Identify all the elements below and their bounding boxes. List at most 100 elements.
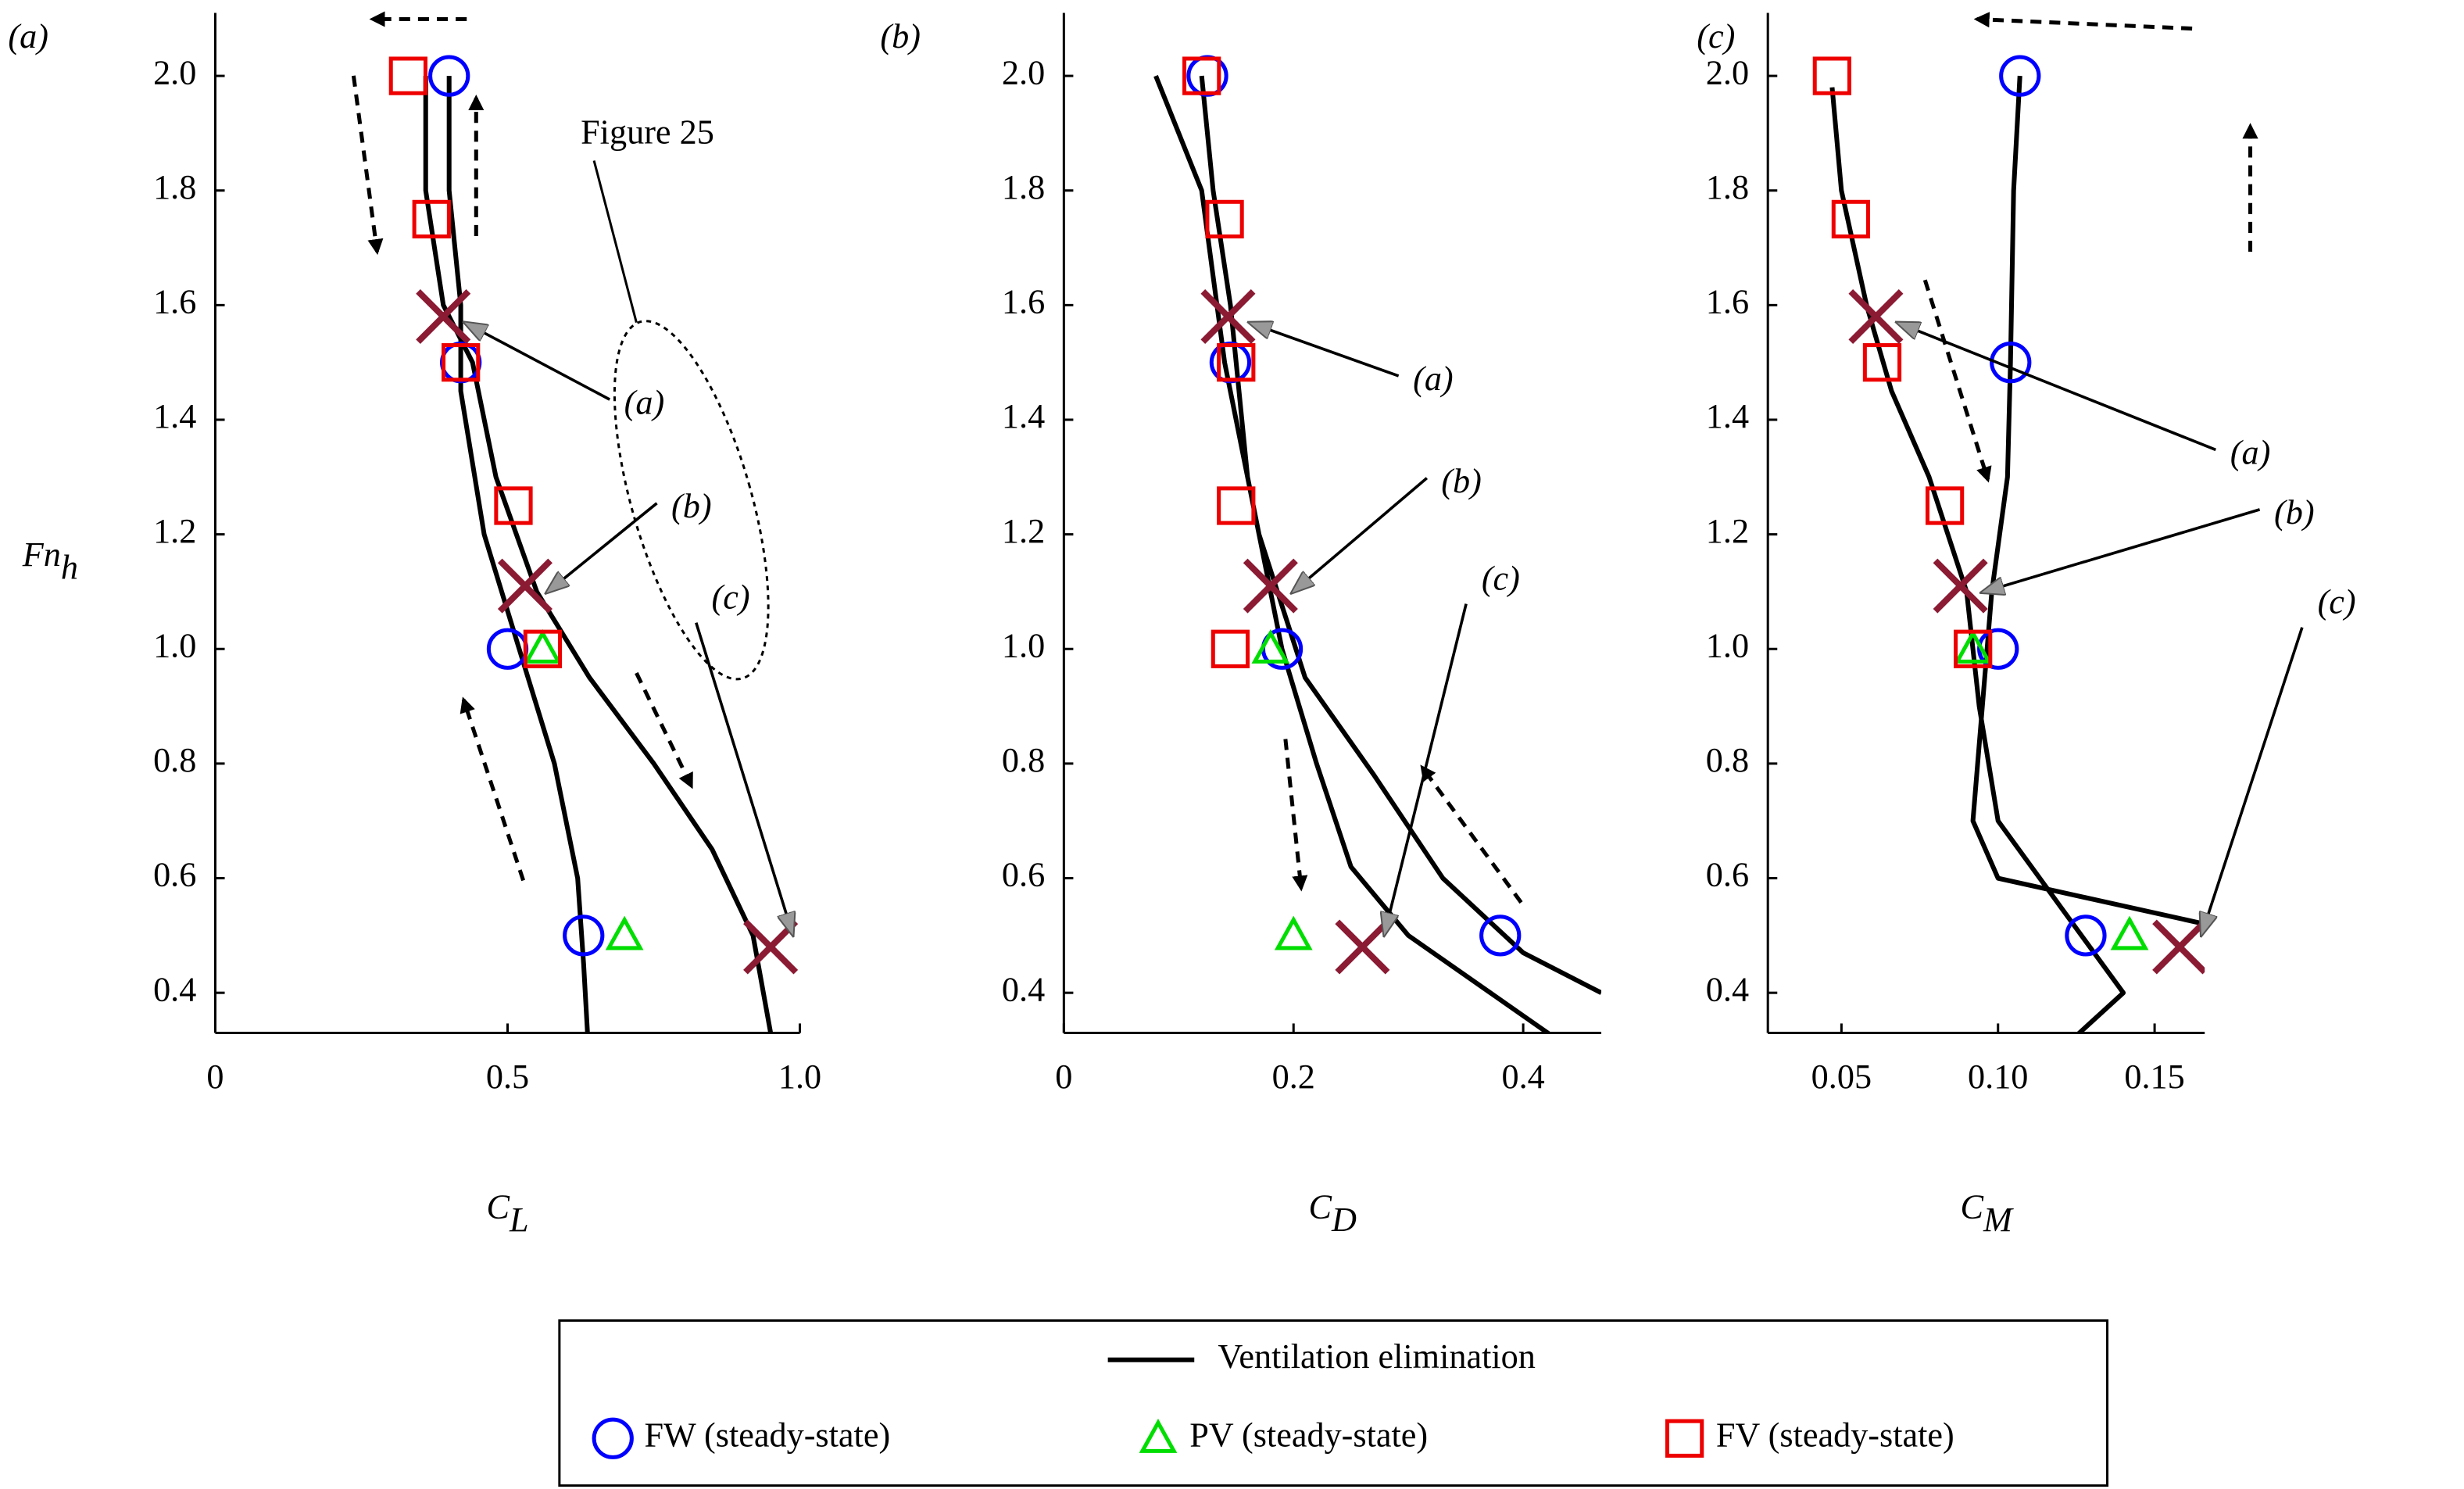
y-axis-label-sub: h xyxy=(61,548,78,586)
y-tick-label: 0.6 xyxy=(153,856,196,894)
pv-marker xyxy=(2110,915,2149,950)
cross-marker xyxy=(2152,919,2205,975)
pv-marker xyxy=(1251,628,1290,664)
y-tick-label: 1.0 xyxy=(1002,626,1045,664)
y-tick-label: 0.8 xyxy=(1706,741,1749,779)
y-tick-label: 2.0 xyxy=(153,53,196,91)
legend-label: Ventilation elimination xyxy=(1218,1337,1535,1376)
fv-marker xyxy=(1205,199,1244,239)
y-tick-label: 0.6 xyxy=(1706,856,1749,894)
callout-arrow xyxy=(547,502,658,592)
y-tick-label: 1.4 xyxy=(1002,397,1045,435)
cross-marker xyxy=(497,558,553,614)
x-tick-label: 0.5 xyxy=(486,1058,529,1096)
data-layer xyxy=(1812,55,2205,1033)
figure-ellipse xyxy=(613,320,770,681)
x-axis-label-sub: D xyxy=(1331,1201,1357,1239)
x-axis-label: CM xyxy=(1961,1188,2015,1239)
x-tick-label: 0.10 xyxy=(1968,1058,2028,1096)
fv-marker xyxy=(1831,199,1871,239)
ventilation-line xyxy=(423,76,774,1033)
legend: Ventilation elimination FW (steady-state)… xyxy=(592,1337,1954,1459)
callout-label: (b) xyxy=(2274,493,2315,532)
cross-marker xyxy=(1243,558,1298,614)
fw-marker xyxy=(428,55,470,97)
legend-label: FW (steady-state) xyxy=(644,1416,890,1454)
callout-arrow xyxy=(2201,627,2304,935)
fw-marker xyxy=(1990,342,2032,384)
y-tick-label: 0.8 xyxy=(1002,741,1045,779)
y-tick-label: 1.2 xyxy=(153,512,196,550)
callout-label: (c) xyxy=(712,578,750,617)
x-tick-label: 0.2 xyxy=(1272,1058,1315,1096)
data-layer xyxy=(1153,55,1602,1033)
callout-arrow xyxy=(1983,508,2261,592)
y-tick-label: 0.4 xyxy=(1706,970,1749,1008)
x-axis-label: CL xyxy=(486,1188,528,1239)
x-tick-label: 0.05 xyxy=(1811,1058,1872,1096)
x-tick-label: 0 xyxy=(1055,1058,1072,1096)
y-tick-label: 0.6 xyxy=(1002,856,1045,894)
y-axis-label-main: Fn xyxy=(22,535,61,574)
fv-marker xyxy=(1182,56,1221,95)
ventilation-line xyxy=(1829,75,2205,1033)
callout-arrow xyxy=(1250,323,1400,378)
fw-marker xyxy=(2065,915,2107,957)
callout-label: (a) xyxy=(624,383,665,421)
x-axis-label-sub: L xyxy=(509,1201,529,1239)
fw-marker xyxy=(1479,915,1522,957)
y-tick-label: 2.0 xyxy=(1706,53,1749,91)
y-tick-label: 1.0 xyxy=(1706,626,1749,664)
x-tick-label: 0.4 xyxy=(1501,1058,1544,1096)
data-layer xyxy=(388,55,799,1033)
fv-marker xyxy=(1211,629,1250,668)
x-tick-label: 1.0 xyxy=(778,1058,821,1096)
panel: 0.4 0.6 0.8 1.0 1.2 1.4 1.6 1.8 2.0 0 0.5 1.0 (a) CL F… xyxy=(8,13,821,1239)
legend-label: PV (steady-state) xyxy=(1189,1416,1428,1454)
x-axis-label-main: C xyxy=(1961,1188,1984,1226)
pv-marker xyxy=(605,915,644,950)
panel-label: (b) xyxy=(880,17,921,55)
figure-note: Figure 25 xyxy=(581,113,714,151)
legend-swatch xyxy=(1665,1419,1704,1458)
flow-arrows xyxy=(351,11,2258,904)
fv-marker xyxy=(388,56,427,95)
fw-marker xyxy=(1999,55,2041,97)
figure-pointer xyxy=(592,160,638,323)
legend-label: FV (steady-state) xyxy=(1716,1416,1954,1454)
fv-marker xyxy=(494,486,533,525)
x-tick-label: 0 xyxy=(206,1058,224,1096)
callout-arrow xyxy=(1385,603,1468,935)
panel-label: (c) xyxy=(1697,17,1735,55)
callout-label: (a) xyxy=(1413,360,1454,398)
legend-box xyxy=(558,1319,2109,1487)
y-tick-label: 1.6 xyxy=(153,283,196,321)
x-axis-label-main: C xyxy=(1308,1188,1332,1226)
fv-marker xyxy=(412,199,451,239)
legend-swatch xyxy=(1139,1419,1178,1453)
y-tick-label: 1.8 xyxy=(153,168,196,206)
pv-marker xyxy=(1954,628,1993,664)
cross-marker xyxy=(416,289,471,345)
panel-label: (a) xyxy=(8,17,48,55)
fw-marker xyxy=(1977,628,2019,670)
fv-marker xyxy=(1925,486,1965,525)
callout-label: (b) xyxy=(671,487,712,525)
y-tick-label: 1.2 xyxy=(1706,512,1749,550)
fw-marker xyxy=(563,915,605,957)
ventilation-line xyxy=(1153,74,1602,1033)
fv-marker xyxy=(1954,629,1993,668)
panel: 0.4 0.6 0.8 1.0 1.2 1.4 1.6 1.8 2.0 0 0.2 0.4 (b) CD (… xyxy=(880,13,1602,1239)
y-tick-label: 1.4 xyxy=(1706,397,1749,435)
y-tick-label: 1.8 xyxy=(1706,168,1749,206)
fv-marker xyxy=(442,343,481,382)
y-tick-label: 1.2 xyxy=(1002,512,1045,550)
fv-marker xyxy=(1217,486,1256,525)
y-tick-label: 1.6 xyxy=(1706,283,1749,321)
pv-marker xyxy=(1274,915,1313,950)
y-tick-label: 2.0 xyxy=(1002,53,1045,91)
callout-label: (c) xyxy=(2318,583,2356,621)
cross-marker xyxy=(1200,289,1256,345)
y-tick-label: 0.4 xyxy=(153,970,196,1008)
callout-arrow xyxy=(1898,323,2216,452)
